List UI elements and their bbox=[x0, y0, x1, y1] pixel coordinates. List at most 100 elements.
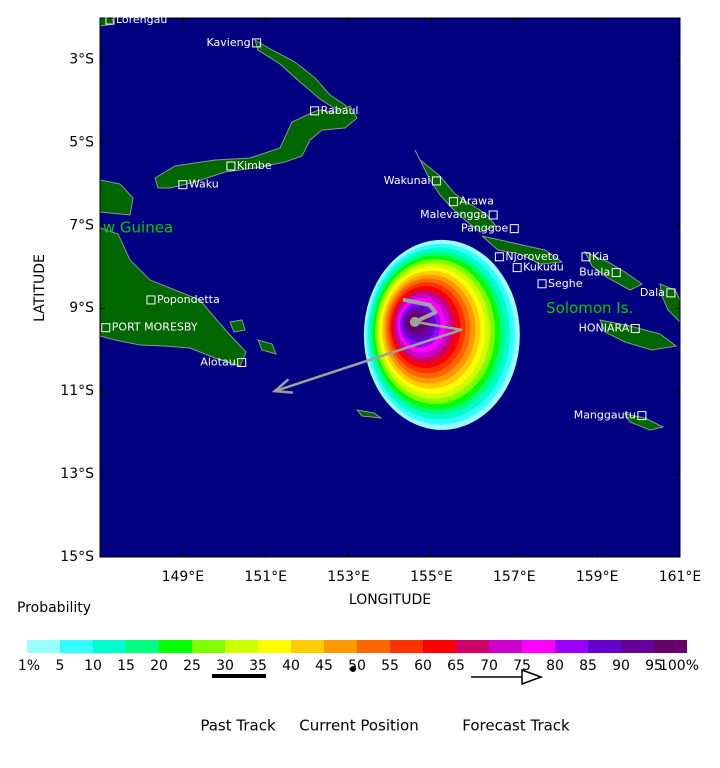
land-new-georgia bbox=[481, 235, 564, 265]
legend-color-box bbox=[621, 640, 654, 653]
legend-bin-label: 70 bbox=[480, 658, 498, 674]
x-tick-label: 157°E bbox=[493, 569, 536, 585]
y-tick-label: 11°S bbox=[60, 383, 94, 399]
legend-bin-label: 85 bbox=[579, 658, 597, 674]
past-track bbox=[402, 297, 438, 324]
land-isabel bbox=[583, 250, 643, 291]
legend-bin-label: 30 bbox=[216, 658, 234, 674]
city-label: Njoroveto bbox=[505, 250, 559, 263]
legend-title: Probability bbox=[17, 600, 91, 616]
city-label: Kukudu bbox=[523, 261, 564, 274]
city-label: Wakunai bbox=[384, 174, 431, 187]
city-marker bbox=[226, 161, 236, 171]
legend-forecast-track-label: Forecast Track bbox=[462, 717, 570, 735]
city-marker bbox=[101, 323, 111, 333]
city-marker bbox=[637, 411, 647, 421]
legend-color-box bbox=[126, 640, 159, 653]
legend-bin-label: 95 bbox=[645, 658, 663, 674]
legend-color-box bbox=[357, 640, 390, 653]
city-label: Waku bbox=[189, 178, 219, 191]
legend-bin-label: 65 bbox=[447, 658, 465, 674]
city-label: HONIARA bbox=[579, 322, 630, 335]
land-dentrecasteaux bbox=[257, 339, 277, 355]
legend-color-box bbox=[225, 640, 258, 653]
legend-color-box bbox=[456, 640, 489, 653]
legend-bin-label: 15 bbox=[117, 658, 135, 674]
city-marker bbox=[105, 15, 115, 25]
region-label: w Guinea bbox=[103, 218, 173, 236]
legend-color-box bbox=[258, 640, 291, 653]
legend-bin-label: 80 bbox=[546, 658, 564, 674]
legend-bin-label: 40 bbox=[282, 658, 300, 674]
city-label: Kia bbox=[592, 250, 609, 263]
land-dentrecasteaux bbox=[229, 319, 246, 333]
city-label: Alotau bbox=[200, 356, 235, 369]
legend-color-box bbox=[159, 640, 192, 653]
city-marker bbox=[581, 252, 591, 262]
city-label: Manggautu bbox=[574, 409, 636, 422]
city-marker bbox=[146, 295, 156, 305]
land-louisiade bbox=[355, 409, 383, 419]
city-marker bbox=[509, 224, 519, 234]
x-tick-label: 151°E bbox=[244, 569, 287, 585]
forecast-arrowhead bbox=[271, 378, 293, 394]
x-tick-label: 159°E bbox=[576, 569, 619, 585]
city-label: Kimbe bbox=[237, 159, 272, 172]
land bbox=[99, 17, 681, 431]
city-marker bbox=[512, 263, 522, 273]
x-tick-label: 161°E bbox=[659, 569, 702, 585]
city-marker bbox=[310, 106, 320, 116]
legend-bin-label: 5 bbox=[56, 658, 65, 674]
city-label: Kavieng bbox=[207, 36, 251, 49]
city-marker bbox=[252, 38, 262, 48]
city-marker bbox=[494, 252, 504, 262]
legend-bin-label: 90 bbox=[612, 658, 630, 674]
legend-bin-label: 10 bbox=[84, 658, 102, 674]
city-label: Seghe bbox=[548, 277, 583, 290]
x-tick-label: 149°E bbox=[162, 569, 205, 585]
legend-bin-label: 20 bbox=[150, 658, 168, 674]
city-label: Popondetta bbox=[157, 293, 220, 306]
city-label: Rabaul bbox=[321, 104, 359, 117]
y-tick-label: 3°S bbox=[69, 51, 94, 67]
city-label: PORT MORESBY bbox=[112, 321, 198, 334]
legend-past-track-label: Past Track bbox=[200, 717, 276, 735]
map-frame bbox=[99, 17, 681, 558]
city-marker bbox=[448, 197, 458, 207]
y-tick-label: 9°S bbox=[69, 300, 94, 316]
legend-bin-label: 1% bbox=[18, 658, 40, 674]
legend-bin-label: 55 bbox=[381, 658, 399, 674]
region-label: Solomon Is. bbox=[546, 299, 633, 317]
city-marker bbox=[537, 279, 547, 289]
city-label: Arawa bbox=[459, 195, 494, 208]
x-tick-label: 153°E bbox=[327, 569, 370, 585]
y-tick-label: 5°S bbox=[69, 134, 94, 150]
legend-color-box bbox=[93, 640, 126, 653]
land-makira bbox=[623, 413, 665, 431]
city-marker bbox=[611, 268, 621, 278]
city-label: Malevangga bbox=[420, 208, 487, 221]
x-axis-label: LONGITUDE bbox=[349, 592, 431, 608]
legend-bin-label: 45 bbox=[315, 658, 333, 674]
y-tick-label: 7°S bbox=[69, 217, 94, 233]
legend-color-box bbox=[27, 640, 60, 653]
city-label: Dala bbox=[640, 286, 665, 299]
land-new-britain bbox=[154, 105, 358, 189]
land-new-guinea bbox=[99, 227, 247, 367]
city-marker bbox=[237, 358, 247, 368]
legend-bin-label: 75 bbox=[513, 658, 531, 674]
y-tick-label: 15°S bbox=[60, 549, 94, 565]
city-label: Panggoe bbox=[461, 222, 509, 235]
legend-color-box bbox=[555, 640, 588, 653]
city-marker bbox=[178, 180, 188, 190]
x-tick-label: 155°E bbox=[410, 569, 453, 585]
forecast-track bbox=[273, 320, 463, 393]
legend-current-position-swatch bbox=[350, 666, 356, 672]
land-guadalcanal bbox=[599, 319, 678, 351]
legend-bin-label: 35 bbox=[249, 658, 267, 674]
legend-color-box bbox=[489, 640, 522, 653]
legend-bin-label: 60 bbox=[414, 658, 432, 674]
legend-color-box bbox=[60, 640, 93, 653]
